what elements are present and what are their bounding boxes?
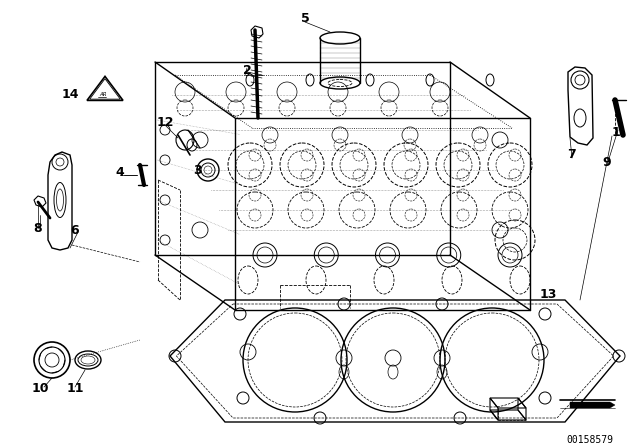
Text: 3: 3	[194, 164, 202, 177]
Text: 00158579: 00158579	[566, 435, 614, 445]
Text: AR: AR	[99, 91, 107, 96]
Text: 12: 12	[156, 116, 173, 129]
Text: 4: 4	[116, 165, 124, 178]
Text: 8: 8	[34, 221, 42, 234]
Text: 6: 6	[70, 224, 79, 237]
Text: 13: 13	[540, 289, 557, 302]
Text: 10: 10	[31, 382, 49, 395]
Text: 14: 14	[61, 89, 79, 102]
Text: 2: 2	[243, 64, 252, 77]
Text: 11: 11	[67, 382, 84, 395]
Polygon shape	[570, 402, 615, 408]
Text: 9: 9	[603, 155, 611, 168]
Text: 7: 7	[568, 148, 577, 161]
Text: 5: 5	[301, 12, 309, 25]
Text: 1: 1	[612, 125, 620, 138]
